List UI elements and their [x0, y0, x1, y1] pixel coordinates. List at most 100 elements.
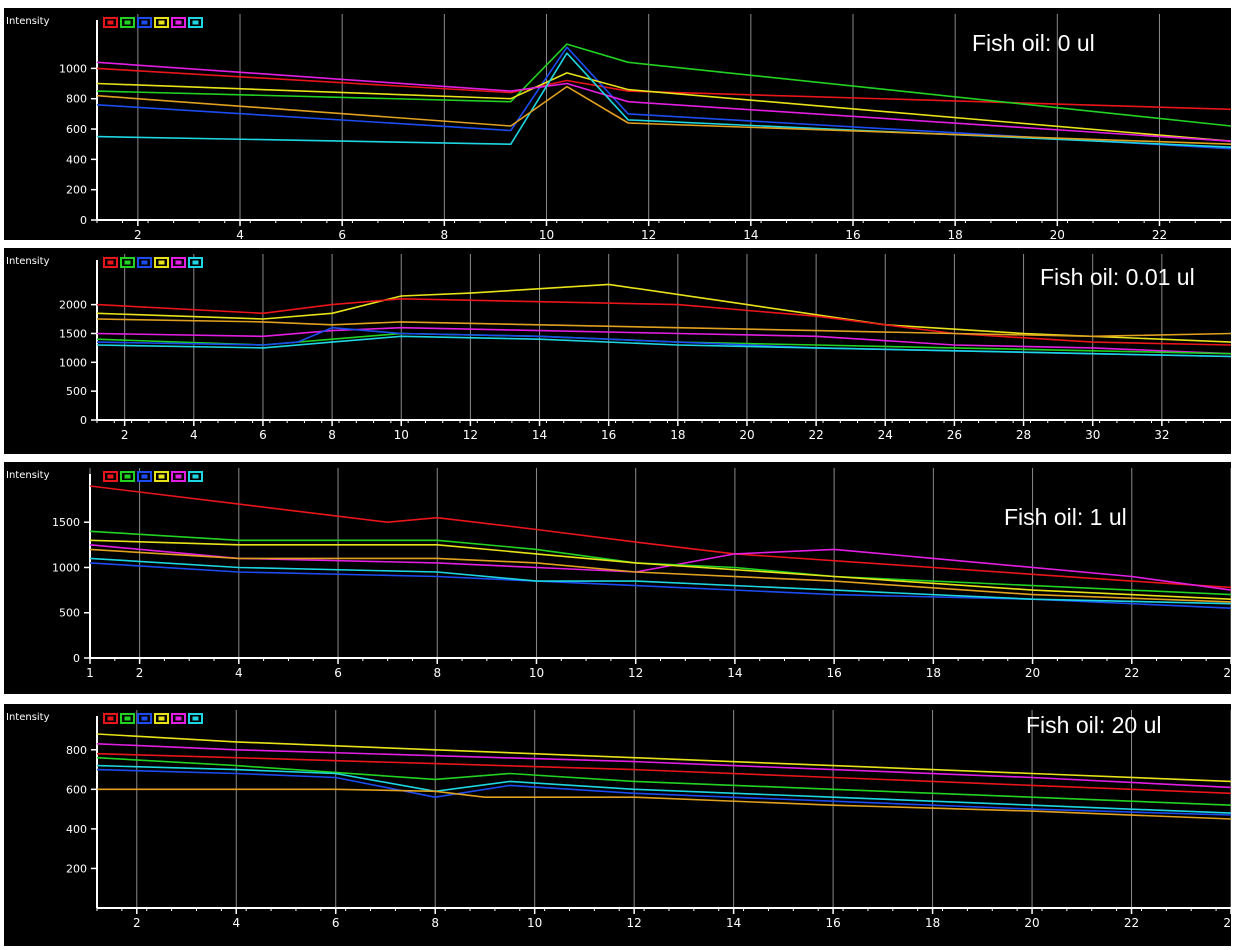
series-line: [97, 788, 1231, 820]
y-tick-label: 1500: [59, 327, 87, 340]
x-tick-label: 10: [539, 228, 554, 240]
y-tick-label: 800: [66, 744, 87, 757]
legend-swatch-fill: [192, 716, 199, 721]
x-tick-label: 16: [826, 666, 841, 680]
x-tick-label: 18: [925, 916, 940, 930]
y-tick-label: 0: [73, 652, 80, 665]
legend-swatch-fill: [107, 20, 114, 25]
chart-svg: 2 4 6 8 10 12 14 16 18 20 22 24 26 28 30 32050010001500…: [59, 254, 1231, 442]
y-tick-label: 1000: [59, 62, 87, 75]
y-tick-label: 800: [66, 93, 87, 106]
legend-swatch-fill: [124, 716, 131, 721]
series-line: [89, 557, 1231, 605]
legend-swatch-fill: [175, 20, 182, 25]
x-tick-label: 10: [394, 428, 409, 442]
legend-swatch-fill: [107, 474, 114, 479]
x-tick-label: 2: [136, 666, 144, 680]
x-tick-label: 12: [641, 228, 656, 240]
x-tick-label: 8: [433, 666, 441, 680]
x-tick-label: 4: [232, 916, 240, 930]
series-line: [96, 764, 1231, 814]
chart-panel-fish-oil-0-01: 2 4 6 8 10 12 14 16 18 20 22 24 26 28 30 32 0 500 1000 1500…: [4, 248, 1231, 454]
x-tick-label: 32: [1154, 428, 1169, 442]
x-tick-label: 18: [926, 666, 941, 680]
x-tick-label: 18: [670, 428, 685, 442]
chart-panel-fish-oil-1: 124681012141618202224050010001500 Intens…: [4, 462, 1231, 694]
series-line: [96, 297, 1231, 346]
series-line: [96, 756, 1231, 806]
x-tick-label: 2: [134, 228, 142, 240]
x-tick-label: 6: [332, 916, 340, 930]
y-tick-label: 2000: [59, 299, 87, 312]
series-line: [96, 52, 1231, 148]
chart-panel-fish-oil-0: 2 4 6 8 10 12 14 16 18 20 22 0 200 400 600 800 1000 Inte…: [4, 8, 1231, 240]
y-tick-label: 0: [80, 414, 87, 427]
x-tick-label: 4: [236, 228, 244, 240]
series-line: [96, 85, 1231, 145]
series-line: [96, 43, 1231, 127]
x-tick-label: 20: [1050, 228, 1065, 240]
series-line: [96, 67, 1231, 111]
series-line: [96, 318, 1231, 338]
chart-title: Fish oil: 20 ul: [1026, 712, 1162, 738]
y-axis-label: Intensity: [6, 470, 50, 481]
legend-swatch-fill: [192, 20, 199, 25]
series-line: [96, 46, 1231, 150]
y-tick-label: 200: [66, 184, 87, 197]
series-line: [89, 485, 1231, 589]
series-line: [96, 752, 1231, 795]
x-tick-label: 6: [259, 428, 267, 442]
legend-swatch-fill: [158, 716, 165, 721]
x-tick-label: 6: [338, 228, 346, 240]
chart-svg: 124681012141618202224050010001500: [52, 468, 1231, 680]
y-tick-label: 400: [66, 823, 87, 836]
x-tick-label: 10: [529, 666, 544, 680]
series-line: [96, 335, 1231, 358]
x-tick-label: 4: [190, 428, 198, 442]
legend-swatch-fill: [158, 260, 165, 265]
legend-swatch-fill: [158, 20, 165, 25]
series-line: [96, 326, 1231, 355]
x-tick-label: 8: [431, 916, 439, 930]
y-tick-label: 0: [80, 214, 87, 227]
series-line: [89, 544, 1231, 591]
x-tick-label: 14: [532, 428, 547, 442]
legend-swatch-fill: [141, 260, 148, 265]
chart-title: Fish oil: 0 ul: [972, 30, 1095, 56]
x-tick-label: 14: [743, 228, 758, 240]
y-tick-label: 1500: [52, 516, 80, 529]
y-axis-label: Intensity: [6, 712, 50, 723]
series-line: [96, 72, 1231, 142]
series-line: [96, 61, 1231, 142]
x-tick-label: 8: [441, 228, 449, 240]
legend-swatch-fill: [141, 474, 148, 479]
legend-swatch-fill: [124, 260, 131, 265]
y-tick-label: 200: [66, 862, 87, 875]
legend-swatch-fill: [192, 260, 199, 265]
x-tick-label: 4: [235, 666, 243, 680]
x-tick-label: 18: [948, 228, 963, 240]
series-line: [96, 733, 1231, 783]
x-tick-label: 12: [463, 428, 478, 442]
chart-title: Fish oil: 0.01 ul: [1040, 264, 1195, 290]
series-line: [89, 530, 1231, 596]
series-line: [96, 283, 1231, 343]
legend-swatch-fill: [175, 260, 182, 265]
y-tick-label: 1000: [52, 561, 80, 574]
legend-swatch-fill: [175, 716, 182, 721]
y-axis-label: Intensity: [6, 16, 50, 27]
legend-swatch-fill: [124, 474, 131, 479]
series-line: [89, 539, 1231, 600]
x-tick-label: 14: [726, 916, 741, 930]
x-tick-label: 2: [133, 916, 141, 930]
series-line: [89, 548, 1231, 603]
chart-panel-fish-oil-20: 24681012141618202224200400600800 Intensi…: [4, 704, 1231, 946]
x-tick-label: 20: [739, 428, 754, 442]
x-tick-label: 20: [1024, 916, 1039, 930]
legend-swatch-fill: [141, 716, 148, 721]
legend-swatch-fill: [107, 716, 114, 721]
x-tick-label: 6: [334, 666, 342, 680]
x-tick-label: 16: [601, 428, 616, 442]
y-tick-label: 500: [66, 385, 87, 398]
y-axis-label: Intensity: [6, 256, 50, 267]
